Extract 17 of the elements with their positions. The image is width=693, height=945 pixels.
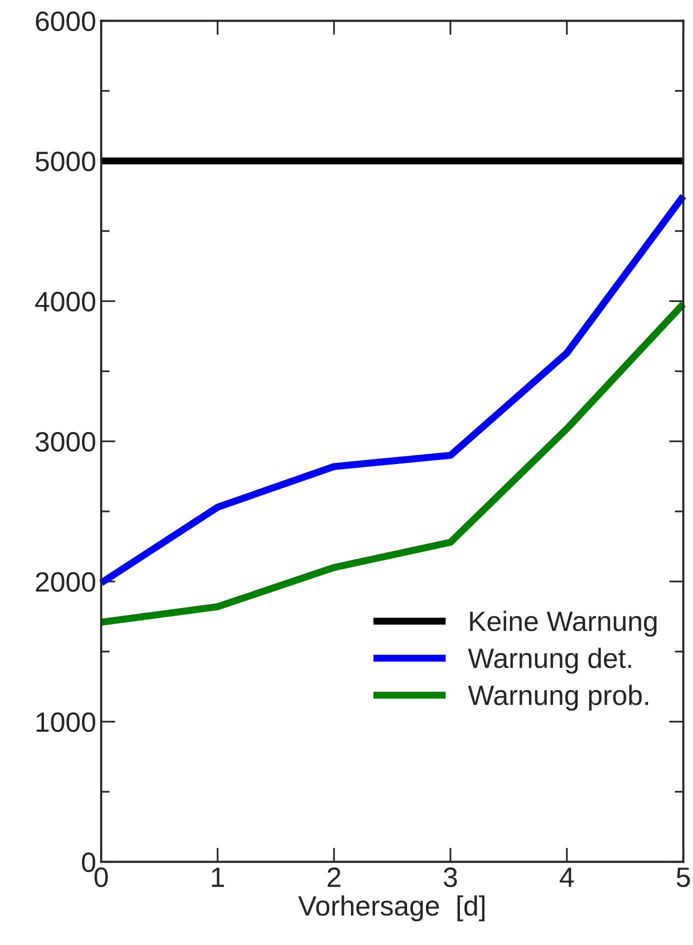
legend-label: Warnung prob.: [468, 684, 648, 711]
x-axis-title: Vorhersage [d]: [298, 895, 484, 922]
y-tick-label: 4000: [35, 292, 96, 312]
x-tick-label: 1: [212, 868, 224, 887]
y-tick-label: 1000: [36, 712, 96, 732]
y-tick-label: 2000: [36, 572, 96, 592]
y-tick-label: 3000: [36, 432, 96, 452]
x-tick-label: 5: [676, 868, 690, 888]
x-tick-label: 3: [444, 867, 457, 888]
y-tick-label: 6000: [36, 11, 96, 32]
x-tick-label: 2: [328, 867, 340, 887]
y-tick-label: 0: [82, 852, 96, 872]
legend-label: Keine Warnung: [470, 610, 657, 637]
x-tick-label: 4: [560, 868, 574, 887]
x-tick-label: 0: [94, 867, 108, 888]
y-tick-label: 5000: [36, 152, 96, 172]
legend-label: Warnung det.: [468, 648, 632, 674]
